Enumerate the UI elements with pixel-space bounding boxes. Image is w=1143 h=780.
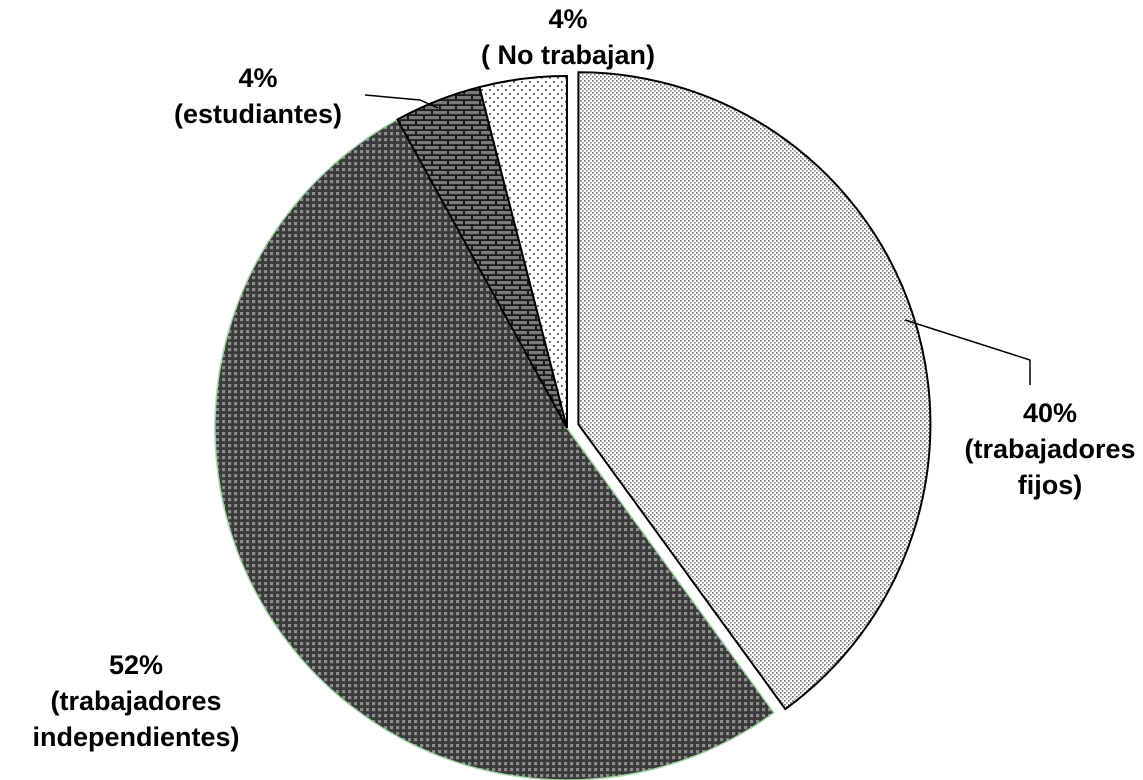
slice-category-label: (trabajadores <box>964 434 1135 464</box>
slice-category-label: ( No trabajan) <box>481 40 655 70</box>
slice-category-label: (trabajadores <box>50 686 221 716</box>
pie-slice-0 <box>577 71 932 711</box>
leader-line-2 <box>364 94 439 109</box>
slice-category-label: independientes) <box>32 722 239 752</box>
slice-category-label: fijos) <box>1018 470 1083 500</box>
slice-label-0: 40% (trabajadores fijos) <box>964 398 1135 500</box>
pie-slice-1 <box>214 118 775 780</box>
slice-category-label: (estudiantes) <box>174 99 342 129</box>
slice-percent-label: 52% <box>109 650 163 680</box>
leader-line-0 <box>904 319 1031 385</box>
slice-percent-label: 40% <box>1023 398 1077 428</box>
slice-label-2: 4% (estudiantes) <box>174 63 342 129</box>
slice-percent-label: 4% <box>238 63 277 93</box>
slice-percent-label: 4% <box>548 4 587 34</box>
pie-slice-3 <box>478 74 568 429</box>
slice-label-1: 52% (trabajadores independientes) <box>32 650 239 752</box>
slice-label-3: 4% ( No trabajan) <box>481 4 655 70</box>
